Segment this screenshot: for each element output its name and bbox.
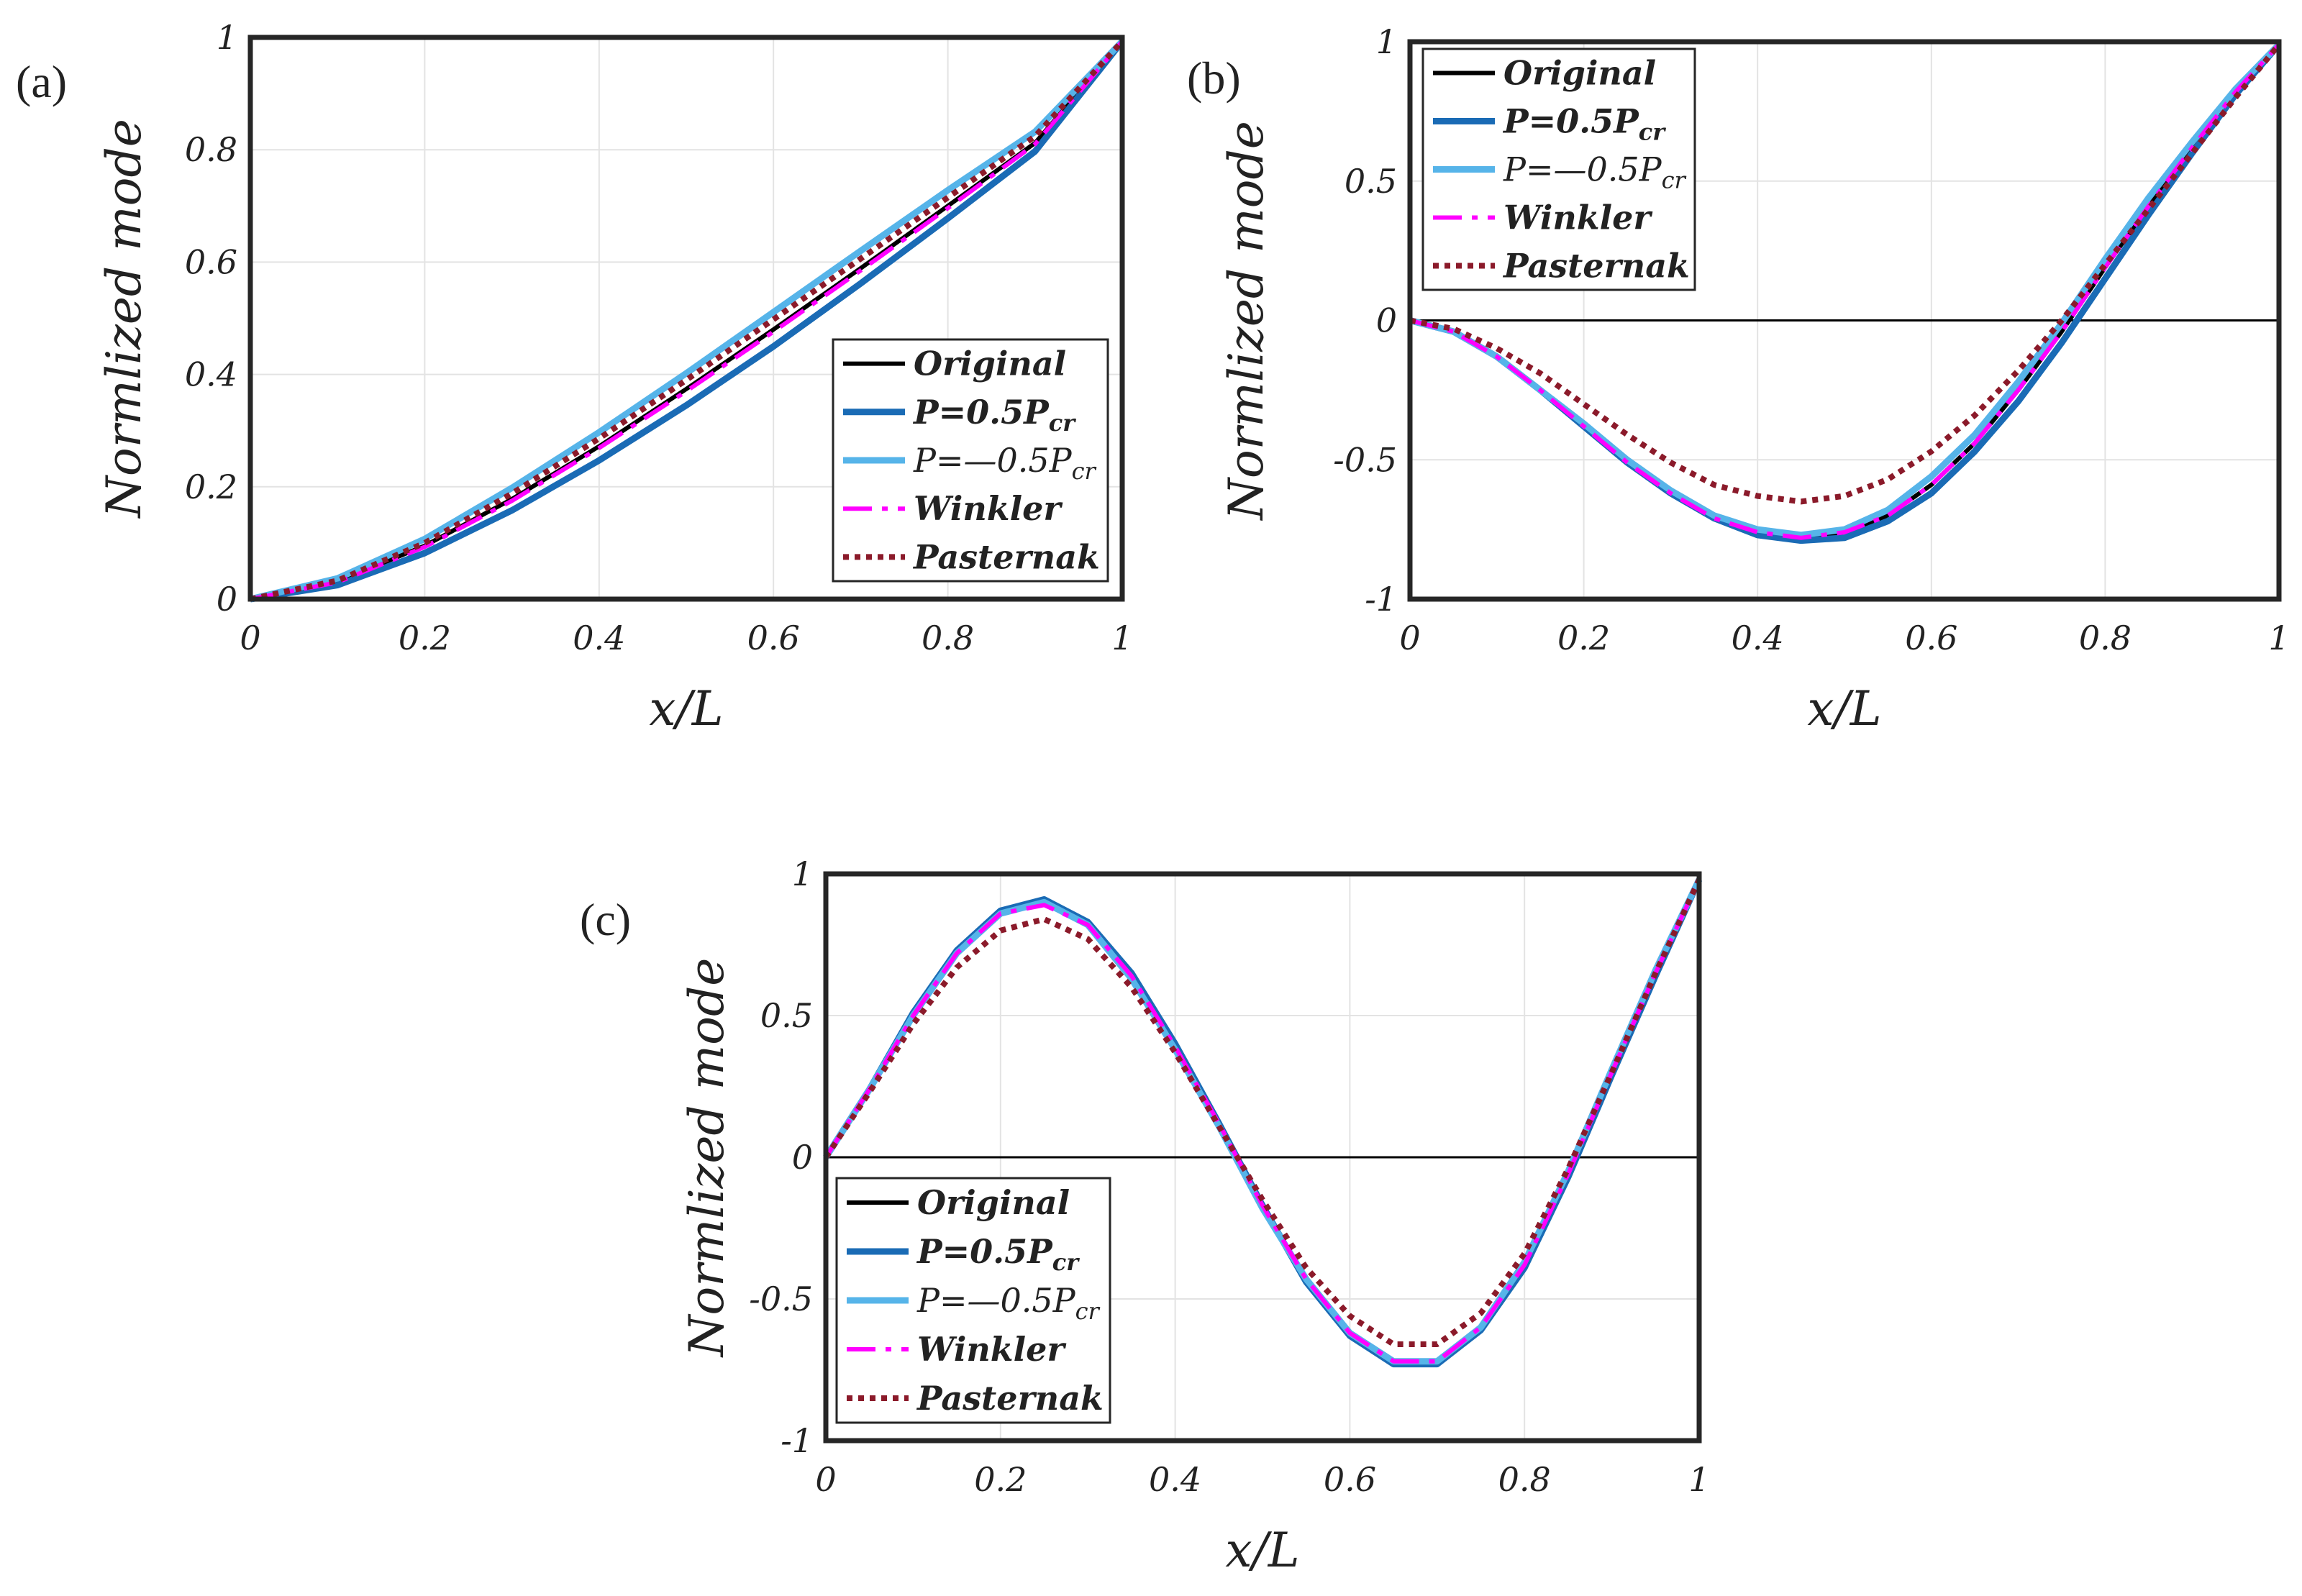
x-tick-label: 1 (1111, 619, 1132, 657)
x-tick-label: 0.6 (1905, 619, 1957, 657)
legend-label: Original (914, 345, 1066, 383)
legend-label: P=—0.5Pcr (916, 1281, 1101, 1325)
x-tick-label: 1 (2268, 619, 2289, 657)
x-tick-label: 0.8 (1498, 1460, 1551, 1499)
legend-label: Winkler (1503, 199, 1653, 237)
x-tick-label: 0.8 (2079, 619, 2132, 657)
y-tick-label: -1 (781, 1421, 813, 1460)
legend-label: Original (917, 1183, 1070, 1222)
y-tick-label: 0.2 (185, 468, 237, 506)
x-tick-label: 0 (240, 619, 260, 657)
plot-frame (247, 35, 1125, 602)
legend-label: Pasternak (1502, 247, 1690, 286)
y-tick-label: 0 (792, 1138, 813, 1177)
y-axis-title: Normlized mode (1219, 121, 1274, 521)
x-tick-label: 0.6 (1324, 1460, 1376, 1499)
series-line-4 (823, 878, 1702, 1347)
series-line-3 (250, 40, 1124, 601)
panel-0: 0 0.2 0.4 0.6 0.8 1 0 0.2 0.4 0.6 0.8 1 x/L Normlized… (16, 18, 1133, 737)
legend: Original P=0.5Pcr P=—0.5Pcr Winkler Pasterna… (835, 1177, 1111, 1424)
series-line-3 (824, 878, 1701, 1364)
legend-label: Winkler (917, 1330, 1067, 1369)
y-tick-label: 1 (792, 854, 813, 893)
plot-frame (823, 871, 1702, 1444)
series-line-4 (250, 39, 1124, 602)
y-tick-label: 0.6 (185, 242, 237, 281)
x-tick-label: 0.2 (974, 1460, 1027, 1499)
panel-label: (a) (16, 56, 67, 107)
x-axis-title: x/L (649, 681, 723, 737)
legend-label: P=—0.5Pcr (913, 441, 1097, 485)
panel-1: 0 0.2 0.4 0.6 0.8 1 -1 -0.5 0 0.5 1 x/L Normlized mo… (1187, 22, 2290, 737)
legend-label: P=0.5Pcr (912, 393, 1076, 437)
y-tick-label: 1 (1376, 22, 1397, 61)
y-tick-label: 0 (217, 580, 237, 619)
legend-label: Pasternak (912, 537, 1100, 576)
y-axis-title: Normlized mode (96, 119, 152, 519)
x-axis-title: x/L (1807, 681, 1881, 737)
y-tick-label: 0 (1376, 301, 1397, 340)
x-tick-label: 0.2 (1557, 619, 1610, 657)
x-tick-label: 0 (815, 1460, 836, 1499)
x-tick-label: 0.4 (573, 619, 625, 657)
x-tick-label: 0.6 (747, 619, 800, 657)
legend-label: P=0.5Pcr (1502, 102, 1666, 146)
y-tick-label: 0.4 (185, 355, 237, 394)
x-tick-label: 0.8 (922, 619, 974, 657)
y-tick-label: -1 (1365, 580, 1397, 619)
panel-2: 0 0.2 0.4 0.6 0.8 1 -1 -0.5 0 0.5 1 x/L Normlized mo… (580, 854, 1710, 1578)
legend-label: Winkler (914, 489, 1063, 528)
legend-label: Pasternak (916, 1379, 1104, 1418)
series-line-2 (249, 39, 1125, 603)
series-line-1 (250, 39, 1125, 603)
x-tick-label: 0.4 (1732, 619, 1784, 657)
legend-label: P=0.5Pcr (916, 1232, 1080, 1276)
y-tick-label: -0.5 (749, 1280, 813, 1318)
plot-frame (1407, 39, 2282, 602)
series-line-3 (1409, 42, 2281, 540)
y-tick-label: -0.5 (1333, 440, 1397, 479)
legend-label: P=—0.5Pcr (1503, 150, 1687, 194)
x-tick-label: 1 (1688, 1460, 1709, 1499)
legend-label: Original (1503, 54, 1656, 93)
y-tick-label: 0.5 (1345, 162, 1397, 201)
panel-label: (b) (1187, 53, 1241, 104)
y-axis-title: Normlized mode (679, 958, 734, 1359)
x-tick-label: 0.2 (399, 619, 451, 657)
y-tick-label: 0.8 (185, 130, 237, 169)
x-axis-title: x/L (1225, 1523, 1299, 1578)
x-tick-label: 0 (1399, 619, 1420, 657)
x-tick-label: 0.4 (1149, 1460, 1201, 1499)
panel-label: (c) (580, 894, 631, 945)
y-tick-label: 0.5 (760, 996, 813, 1035)
y-tick-label: 1 (217, 18, 237, 57)
